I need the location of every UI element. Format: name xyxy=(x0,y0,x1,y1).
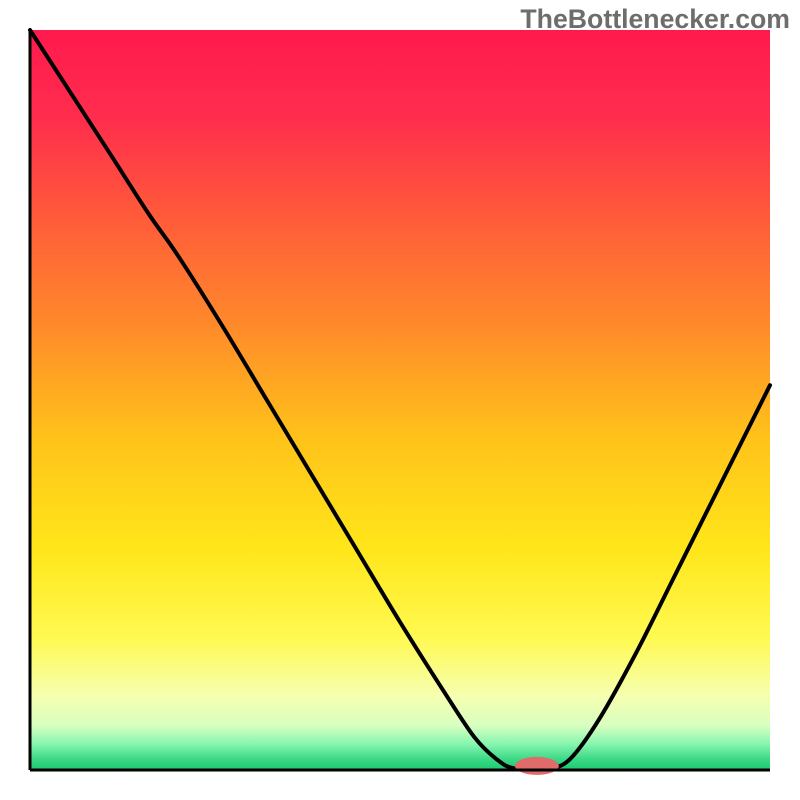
plot-background xyxy=(30,30,770,770)
chart-svg xyxy=(0,0,800,800)
watermark-text: TheBottlenecker.com xyxy=(520,4,790,35)
minimum-marker xyxy=(515,757,559,775)
bottleneck-chart: TheBottlenecker.com xyxy=(0,0,800,800)
